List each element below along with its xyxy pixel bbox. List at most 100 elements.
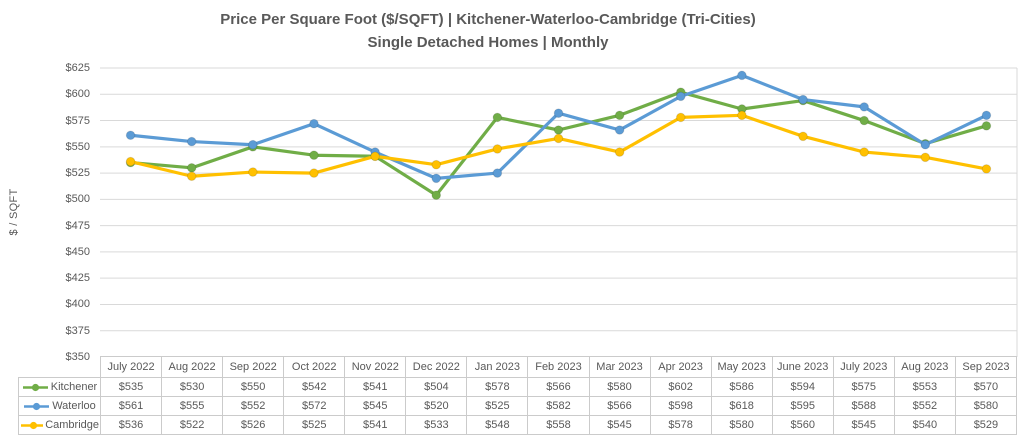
value-cell-waterloo: $561 [99,396,163,416]
value-cell-cambridge: $580 [710,415,773,435]
table-corner-cell [19,357,101,378]
chart-data-table: July 2022 Aug 2022 Sep 2022 Oct 2022 Nov 202… [18,356,1018,435]
data-point-marker-waterloo [920,139,931,150]
series-line-cambridge [128,113,989,178]
value-cell-waterloo: $582 [527,396,590,416]
value-cell-waterloo: $588 [832,396,895,416]
value-cell-waterloo: $566 [588,396,651,416]
data-point-marker-cambridge [553,133,564,144]
data-point-marker-cambridge [431,159,442,170]
value-cell-kitchener: $602 [649,377,712,397]
data-point-marker-waterloo [125,130,136,141]
value-cell-waterloo: $552 [893,396,956,416]
data-point-marker-waterloo [737,70,747,81]
table-row-waterloo: Waterloo $561 $555 $552 $572 $545 $520 $525 $582… [18,396,1018,416]
value-cell-cambridge: $578 [649,415,712,435]
value-cell-kitchener: $504 [405,377,468,397]
data-point-marker-waterloo [553,108,564,118]
table-row-kitchener: Kitchener $535 $530 $550 $542 $541 $504 $578 $56… [18,377,1018,397]
month-header-cell: Nov 2022 [344,356,407,378]
value-cell-cambridge: $522 [161,415,224,435]
month-header-cell: Sep 2023 [954,356,1018,378]
value-cell-kitchener: $586 [710,377,773,397]
legend-label: Kitchener [50,381,98,393]
value-cell-kitchener: $578 [466,377,529,397]
value-cell-kitchener: $594 [771,377,834,397]
value-cell-cambridge: $540 [893,415,956,435]
month-header-cell: Sep 2022 [222,356,285,378]
data-point-marker-cambridge [186,171,197,182]
data-point-marker-waterloo [798,94,808,105]
data-point-marker-waterloo [309,118,319,129]
data-point-marker-kitchener [431,190,442,200]
value-cell-waterloo: $580 [954,396,1018,416]
data-point-marker-cambridge [125,156,136,167]
data-point-marker-waterloo [186,136,197,147]
value-cell-kitchener: $535 [99,377,163,397]
data-point-marker-cambridge [859,147,869,157]
legend-marker-icon [24,402,50,410]
month-header-cell: Oct 2022 [283,356,346,378]
value-cell-cambridge: $545 [832,415,895,435]
data-point-marker-cambridge [981,164,992,174]
month-header-cell: May 2023 [710,356,773,378]
data-point-marker-kitchener [614,110,625,121]
value-cell-waterloo: $572 [283,396,346,416]
data-point-marker-waterloo [248,139,258,150]
data-point-marker-cambridge [675,112,686,123]
value-cell-kitchener: $550 [222,377,285,397]
value-cell-waterloo: $598 [649,396,712,416]
legend-marker-icon [22,383,48,391]
value-cell-waterloo: $555 [161,396,224,416]
data-point-marker-kitchener [492,112,503,123]
value-cell-cambridge: $536 [99,415,163,435]
data-point-marker-waterloo [675,91,686,102]
value-cell-waterloo: $545 [344,396,407,416]
value-cell-kitchener: $566 [527,377,590,397]
legend-cell-waterloo: Waterloo [18,396,101,416]
data-point-marker-kitchener [981,121,992,131]
value-cell-kitchener: $542 [283,377,346,397]
value-cell-kitchener: $530 [161,377,224,397]
value-cell-waterloo: $595 [771,396,834,416]
month-header-cell: Aug 2022 [161,356,224,378]
value-cell-cambridge: $533 [405,415,468,435]
data-point-marker-cambridge [798,131,808,142]
value-cell-kitchener: $580 [588,377,651,397]
value-cell-cambridge: $548 [466,415,529,435]
month-header-cell: Mar 2023 [588,356,651,378]
month-header-cell: June 2023 [771,356,834,378]
data-point-marker-cambridge [920,152,931,163]
value-cell-cambridge: $541 [344,415,407,435]
legend-cell-kitchener: Kitchener [18,377,101,397]
data-point-marker-waterloo [492,168,503,178]
table-row-cambridge: Cambridge $536 $522 $526 $525 $541 $533 $548 $55… [18,415,1018,435]
month-header-cell: July 2022 [99,356,163,378]
month-header-cell: Apr 2023 [649,356,712,378]
data-point-marker-kitchener [309,150,319,161]
chart-title: Price Per Square Foot ($/SQFT) | Kitchen… [0,8,976,54]
month-header-cell: July 2023 [832,356,895,378]
data-point-marker-kitchener [186,163,197,173]
value-cell-waterloo: $520 [405,396,468,416]
data-point-marker-cambridge [614,147,625,157]
value-cell-kitchener: $570 [954,377,1018,397]
chart-title-line1: Price Per Square Foot ($/SQFT) | Kitchen… [220,11,756,28]
data-point-marker-cambridge [248,167,258,177]
value-cell-waterloo: $525 [466,396,529,416]
value-cell-cambridge: $558 [527,415,590,435]
value-cell-cambridge: $525 [283,415,346,435]
month-header-cell: Dec 2022 [405,356,468,378]
value-cell-waterloo: $552 [222,396,285,416]
chart-title-line2: Single Detached Homes | Monthly [367,34,609,51]
data-point-marker-waterloo [981,110,992,121]
legend-marker-icon [21,421,44,429]
legend-cell-cambridge: Cambridge [18,415,101,435]
data-point-marker-kitchener [859,115,869,126]
data-point-marker-cambridge [309,168,319,178]
month-header-cell: Aug 2023 [893,356,956,378]
value-cell-cambridge: $560 [771,415,834,435]
data-point-marker-waterloo [614,125,625,135]
